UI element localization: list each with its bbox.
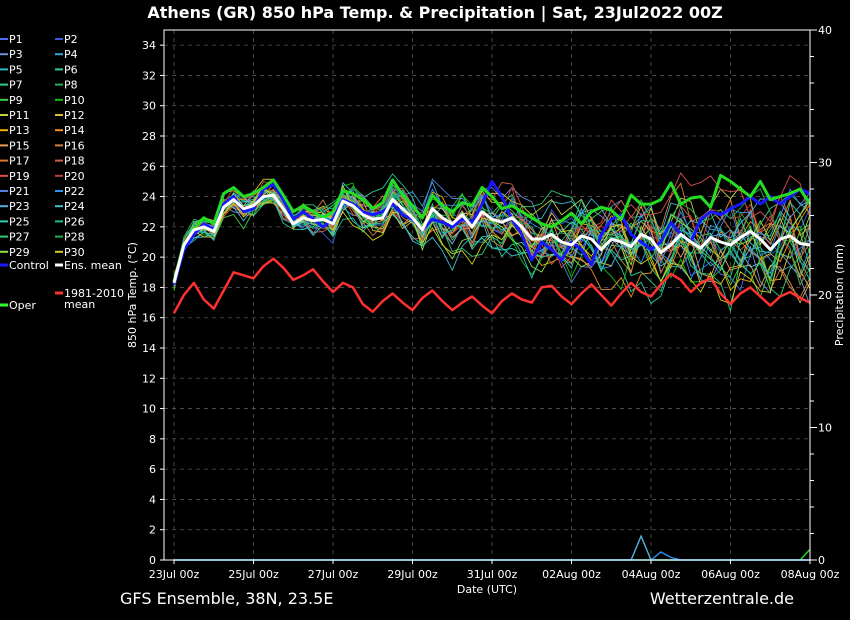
legend-label: P11 (9, 109, 30, 122)
legend-label: P28 (64, 231, 85, 244)
legend-label: P18 (64, 155, 85, 168)
x-tick-label: 08Aug 00z (781, 568, 840, 581)
x-axis-label: Date (UTC) (457, 583, 517, 596)
legend-label: P8 (64, 79, 78, 92)
legend-label: P7 (9, 79, 23, 92)
y-tick-label: 0 (149, 554, 156, 567)
legend-label: P3 (9, 48, 23, 61)
legend-label: P22 (64, 185, 85, 198)
legend-label: Oper (9, 299, 36, 312)
legend-label: P4 (64, 48, 78, 61)
legend-label: P23 (9, 200, 30, 213)
y-tick-label: 20 (142, 251, 156, 264)
chart-title: Athens (GR) 850 hPa Temp. & Precipitatio… (147, 3, 722, 23)
x-tick-label: 27Jul 00z (308, 568, 359, 581)
y-tick-label: 6 (149, 463, 156, 476)
legend-label: P2 (64, 33, 78, 46)
series-line (172, 179, 811, 285)
legend-label: P30 (64, 246, 85, 259)
legend-label: Control (9, 259, 49, 272)
legend-label: P1 (9, 33, 23, 46)
legend-label: 1981-2010 (64, 287, 124, 300)
footer-source: GFS Ensemble, 38N, 23.5E (120, 589, 333, 608)
y-tick-label: 22 (142, 221, 156, 234)
y2-axis-ticks: 0 10 20 30 40 (810, 24, 832, 567)
y2-tick-label: 0 (818, 554, 825, 567)
y-tick-label: 28 (142, 130, 156, 143)
y-tick-label: 32 (142, 69, 156, 82)
y-tick-label: 10 (142, 403, 156, 416)
legend-label: P15 (9, 139, 30, 152)
y-tick-label: 16 (142, 312, 156, 325)
legend-label: P27 (9, 231, 30, 244)
y-tick-label: 8 (149, 433, 156, 446)
y-tick-label: 24 (142, 191, 156, 204)
x-tick-label: 23Jul 00z (149, 568, 200, 581)
y-tick-label: 2 (149, 524, 156, 537)
y-tick-label: 30 (142, 100, 156, 113)
legend-label: P24 (64, 200, 85, 213)
legend-label: P26 (64, 215, 85, 228)
legend-label: P10 (64, 94, 85, 107)
y2-tick-label: 40 (818, 24, 832, 37)
legend-label: P20 (64, 170, 85, 183)
legend-label: P17 (9, 155, 30, 168)
x-tick-label: 29Jul 00z (387, 568, 438, 581)
series-line (172, 173, 812, 282)
x-axis-ticks: 23Jul 00z 25Jul 00z 27Jul 00z 29Jul 00z 31Ju… (149, 560, 840, 581)
y-tick-label: 34 (142, 39, 156, 52)
legend-label: P5 (9, 63, 23, 76)
legend-label: P6 (64, 63, 78, 76)
x-tick-label: 02Aug 00z (542, 568, 601, 581)
legend-label: Ens. mean (64, 259, 122, 272)
y2-tick-label: 10 (818, 422, 832, 435)
y-tick-label: 4 (149, 493, 156, 506)
ensemble-member-line (173, 188, 811, 304)
legend-label: P21 (9, 185, 30, 198)
legend-label: P9 (9, 94, 23, 107)
y2-tick-label: 30 (818, 157, 832, 170)
legend-label: P19 (9, 170, 30, 183)
main-lines (172, 173, 812, 315)
y-tick-label: 18 (142, 281, 156, 294)
legend-label: P25 (9, 215, 30, 228)
legend: P1 P2 P3 P4 P5 P6 P7 P8 P9 P10 P11 P12 P13 P14 P15 P16 P… (0, 33, 124, 312)
series-line (172, 257, 811, 315)
x-tick-label: 04Aug 00z (622, 568, 681, 581)
legend-label: P12 (64, 109, 85, 122)
x-tick-label: 06Aug 00z (701, 568, 760, 581)
x-tick-label: 31Jul 00z (467, 568, 518, 581)
footer-site: Wetterzentrale.de (650, 589, 794, 608)
legend-label: P16 (64, 139, 85, 152)
legend-label: P13 (9, 124, 30, 137)
grid (164, 30, 811, 561)
ensemble-member-line (173, 186, 811, 286)
legend-label: mean (64, 298, 95, 311)
y-tick-label: 26 (142, 160, 156, 173)
series-line (172, 193, 811, 284)
legend-label: P14 (64, 124, 85, 137)
legend-label: P29 (9, 246, 30, 259)
y2-axis-label: Precipitation (mm) (833, 244, 846, 346)
y-axis-label: 850 hPa Temp. (°C) (126, 242, 139, 348)
y-tick-label: 12 (142, 372, 156, 385)
x-tick-label: 25Jul 00z (228, 568, 279, 581)
y-tick-label: 14 (142, 342, 156, 355)
y2-tick-label: 20 (818, 289, 832, 302)
